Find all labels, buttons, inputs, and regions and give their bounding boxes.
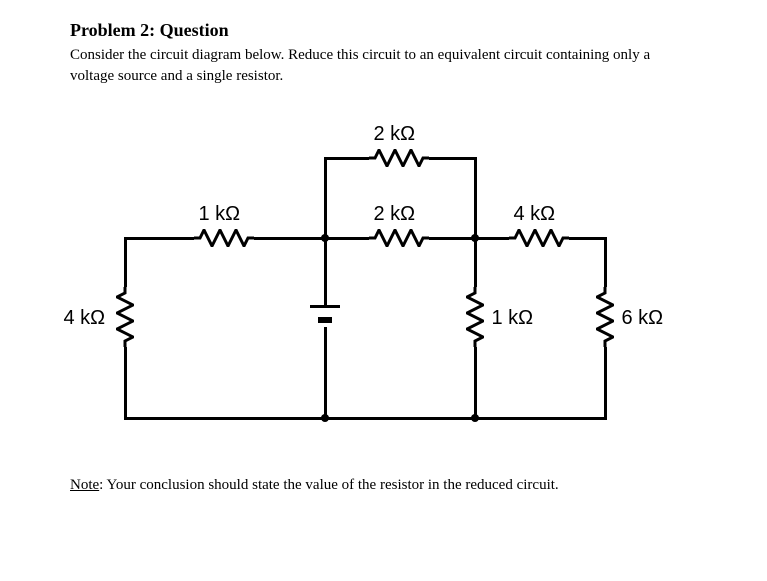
wire (604, 237, 607, 287)
note-text: : Your conclusion should state the value… (99, 477, 558, 493)
wire (474, 237, 477, 287)
label-1k-down: 1 kΩ (492, 307, 534, 330)
wire (429, 157, 477, 160)
resistor-1k-down (466, 287, 484, 347)
resistor-6k (596, 287, 614, 347)
label-1k-left: 1 kΩ (199, 203, 241, 226)
problem-note: Note: Your conclusion should state the v… (70, 477, 697, 494)
label-6k: 6 kΩ (622, 307, 664, 330)
wire (124, 237, 194, 240)
wire (474, 347, 477, 420)
problem-title: Problem 2: Question (70, 20, 697, 41)
node (471, 234, 479, 242)
label-2k-top: 2 kΩ (374, 123, 416, 146)
label-4k-right: 4 kΩ (514, 203, 556, 226)
wire (254, 237, 327, 240)
wire (324, 157, 369, 160)
resistor-4k-left (116, 287, 134, 347)
resistor-2k-mid (369, 229, 429, 247)
note-label: Note (70, 477, 99, 493)
voltage-source (310, 305, 340, 329)
wire (324, 157, 327, 237)
node (321, 234, 329, 242)
label-4k-left: 4 kΩ (64, 307, 106, 330)
wire (324, 327, 327, 420)
wire (124, 237, 127, 287)
wire (474, 157, 477, 237)
wire (324, 237, 369, 240)
wire (474, 237, 509, 240)
wire (429, 237, 477, 240)
wire (569, 237, 607, 240)
wire (604, 347, 607, 420)
resistor-2k-top (369, 149, 429, 167)
node (471, 414, 479, 422)
circuit-diagram: 2 kΩ 1 kΩ 2 kΩ 4 kΩ 4 kΩ (74, 117, 694, 457)
label-2k-mid: 2 kΩ (374, 203, 416, 226)
wire (124, 347, 127, 420)
resistor-4k-right (509, 229, 569, 247)
node (321, 414, 329, 422)
wire (124, 417, 607, 420)
resistor-1k-left (194, 229, 254, 247)
wire (324, 237, 327, 305)
problem-description: Consider the circuit diagram below. Redu… (70, 45, 697, 87)
